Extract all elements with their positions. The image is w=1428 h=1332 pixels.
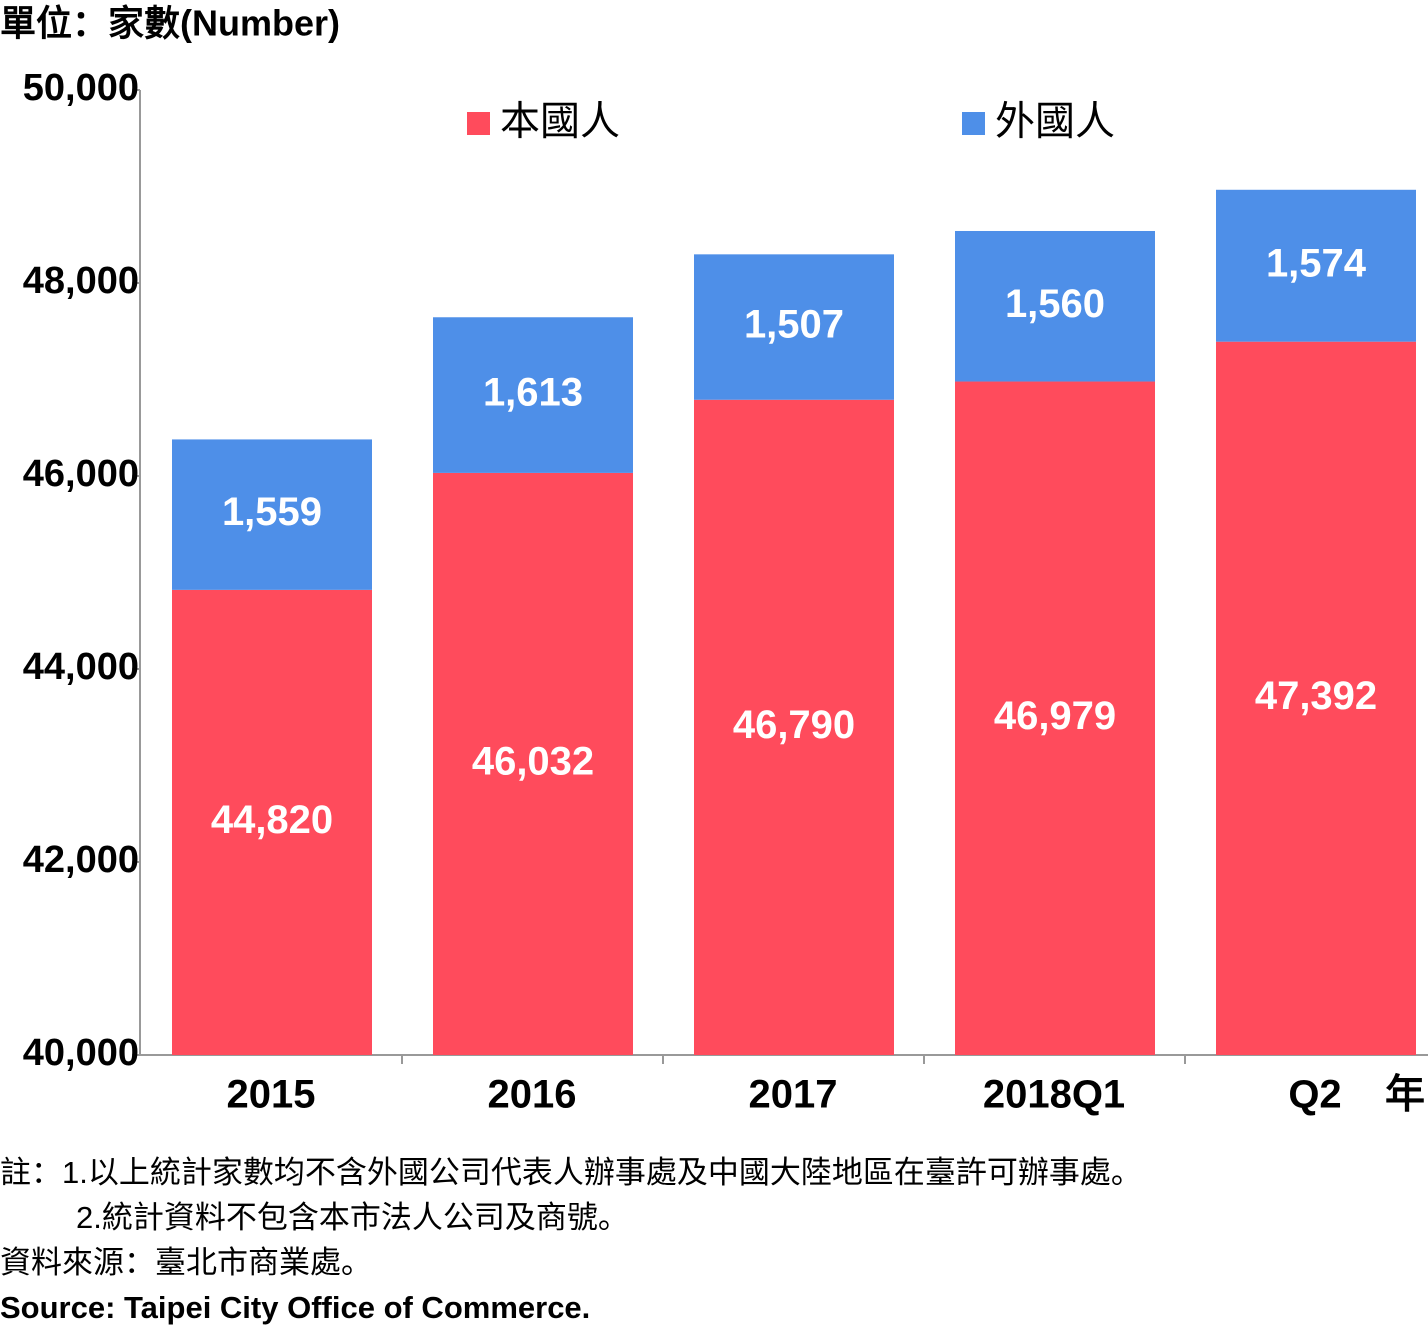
- data-label: 1,560: [1005, 282, 1105, 326]
- legend-swatch: [962, 112, 985, 135]
- data-label: 47,392: [1255, 674, 1377, 718]
- legend-label: 外國人: [995, 100, 1115, 144]
- data-label: 46,032: [472, 740, 594, 784]
- source-zh: 資料來源：臺北市商業處。: [0, 1245, 372, 1280]
- data-label: 46,979: [994, 694, 1116, 738]
- bar-segment: [1216, 189, 1416, 342]
- data-label: 44,820: [211, 798, 333, 842]
- y-tick-label: 42,000: [23, 839, 139, 881]
- x-tick-label: 2015: [227, 1073, 316, 1117]
- data-label: 46,790: [733, 703, 855, 747]
- x-tick-label: 2016: [488, 1073, 577, 1117]
- legend-label: 本國人: [500, 100, 620, 144]
- bar-segment: [172, 589, 372, 1055]
- bar-segment: [955, 381, 1155, 1055]
- note: 2.統計資料不包含本市法人公司及商號。: [76, 1200, 629, 1235]
- note: 註：1.以上統計家數均不含外國公司代表人辦事處及中國大陸地區在臺許可辦事處。: [0, 1155, 1142, 1190]
- bar-segment: [1216, 341, 1416, 1055]
- x-tick-label: 2018Q1: [983, 1073, 1125, 1117]
- legend-swatch: [467, 112, 490, 135]
- y-tick-label: 48,000: [23, 260, 139, 302]
- x-tick-label: 2017: [749, 1073, 838, 1117]
- data-label: 1,574: [1266, 241, 1367, 285]
- source: Source: Taipei City Office of Commerce.: [0, 1290, 590, 1325]
- bar-segment: [694, 399, 894, 1055]
- y-tick-label: 46,000: [23, 453, 139, 495]
- x-tick-label: Q2: [1288, 1073, 1341, 1117]
- bar-segment: [433, 317, 633, 473]
- bar-segment: [694, 254, 894, 400]
- unit-label: 單位：家數(Number): [0, 3, 340, 44]
- y-tick-label: 50,000: [23, 67, 139, 109]
- y-tick-label: 40,000: [23, 1032, 139, 1074]
- x-axis-label: 年: [1385, 1073, 1425, 1117]
- data-label: 1,507: [744, 303, 844, 347]
- bar-segment: [955, 230, 1155, 382]
- data-label: 1,559: [222, 490, 322, 534]
- bar-segment: [172, 439, 372, 590]
- bar-segment: [433, 472, 633, 1055]
- data-label: 1,613: [483, 371, 583, 415]
- y-tick-label: 44,000: [23, 646, 139, 688]
